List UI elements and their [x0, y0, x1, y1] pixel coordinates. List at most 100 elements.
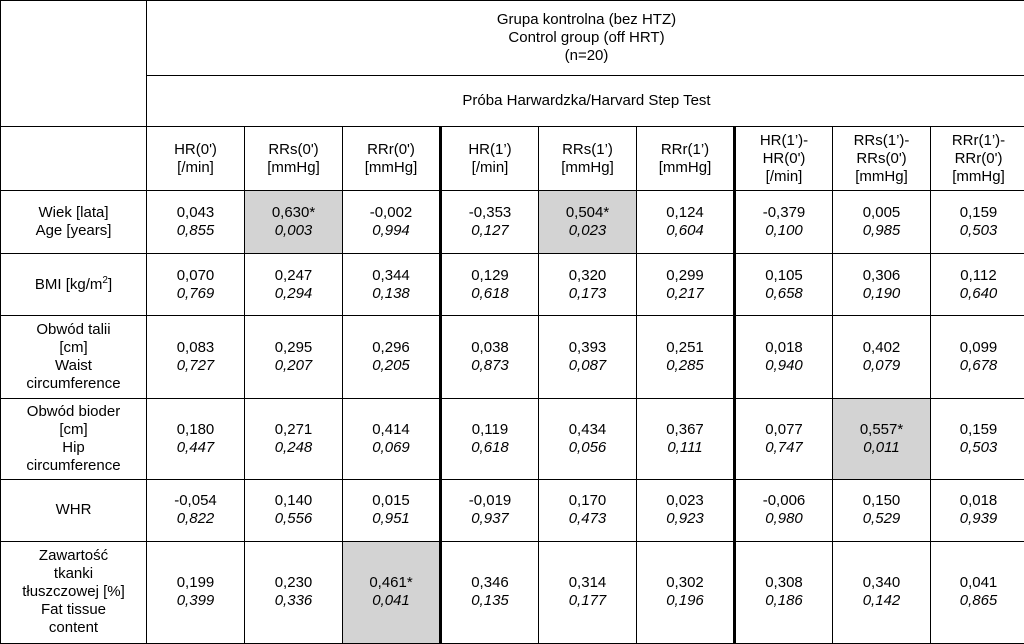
- column-header-line: [mmHg]: [267, 158, 320, 176]
- correlation-value: 0,393: [568, 339, 607, 357]
- value-cell: -0,019 0,937: [439, 478, 539, 542]
- value-cell: 0,129 0,618: [439, 253, 539, 317]
- correlation-value: 0,129: [471, 266, 509, 284]
- value-cell: 0,083 0,727: [146, 315, 245, 399]
- value-cell: 0,630* 0,003: [244, 190, 343, 255]
- column-header-line: [mmHg]: [658, 158, 712, 176]
- column-header: RRs(0') [mmHg]: [244, 126, 343, 192]
- row-label: Wiek [lata] Age [years]: [0, 190, 147, 255]
- table-row: BMI [kg/m2] 0,070 0,769 0,247 0,294 0,344 0,13…: [0, 253, 1024, 317]
- p-value: 0,556: [274, 510, 313, 528]
- value-cell: 0,038 0,873: [439, 315, 539, 399]
- row-label-line: Obwód bioder: [3, 403, 144, 421]
- row-label-line: content: [3, 619, 144, 637]
- value-cell: 0,015 0,951: [342, 478, 441, 542]
- correlation-value: 0,124: [666, 204, 704, 222]
- column-header: RRs(1’) [mmHg]: [538, 126, 637, 192]
- column-header: RRs(1’)- RRs(0') [mmHg]: [832, 126, 931, 192]
- p-value: 0,100: [765, 222, 803, 240]
- p-value: 0,529: [862, 510, 901, 528]
- p-value: 0,217: [666, 284, 704, 302]
- correlation-value: 0,557*: [859, 420, 904, 438]
- value-cell: 0,105 0,658: [733, 253, 833, 317]
- value-cell: 0,295 0,207: [244, 315, 343, 399]
- p-value: 0,248: [274, 438, 313, 456]
- row-label-suffix: ]: [107, 275, 113, 293]
- value-cell: -0,379 0,100: [733, 190, 833, 255]
- p-value: 0,186: [765, 592, 803, 610]
- p-value: 0,011: [863, 438, 900, 456]
- value-cell: 0,119 0,618: [439, 397, 539, 480]
- p-value: 0,769: [176, 284, 215, 302]
- p-value: 0,196: [666, 592, 704, 610]
- correlation-value: 0,083: [176, 339, 215, 357]
- correlation-value: 0,271: [274, 420, 313, 438]
- column-header-line: [mmHg]: [855, 167, 908, 185]
- value-cell: 0,434 0,056: [538, 397, 637, 480]
- p-value: 0,678: [959, 357, 998, 375]
- p-value: 0,923: [666, 510, 704, 528]
- p-value: 0,951: [372, 510, 410, 528]
- table-row: WHR -0,054 0,822 0,140 0,556 0,015 0,951 -0,019…: [0, 478, 1024, 542]
- p-value: 0,747: [765, 438, 803, 456]
- row-label-line: Obwód talii: [3, 321, 144, 339]
- value-cell: 0,159 0,503: [929, 397, 1024, 480]
- p-value: 0,003: [274, 222, 313, 240]
- correlation-value: 0,099: [959, 339, 998, 357]
- correlation-value: 0,112: [960, 266, 997, 284]
- correlation-value: 0,308: [765, 574, 803, 592]
- table-row: Zawartość tkanki tłuszczowej [%] Fat tissue…: [0, 540, 1024, 644]
- row-label-line: [cm]: [3, 339, 144, 357]
- row-label-line: Hip: [3, 439, 144, 457]
- column-header-line: [mmHg]: [952, 167, 1005, 185]
- row-label-line: Fat tissue: [3, 601, 144, 619]
- p-value: 0,069: [372, 438, 410, 456]
- correlation-value: 0,170: [568, 492, 607, 510]
- correlation-value: 0,295: [274, 339, 313, 357]
- value-cell: 0,180 0,447: [146, 397, 245, 480]
- row-label-text: [cm]: [59, 339, 88, 357]
- value-cell: 0,340 0,142: [832, 540, 931, 644]
- p-value: 0,727: [176, 357, 215, 375]
- row-label-text: tkanki: [53, 565, 94, 583]
- row-label-line: WHR: [3, 501, 144, 519]
- p-value: 0,336: [274, 592, 313, 610]
- column-header-line: RRs(1’): [562, 140, 613, 158]
- correlation-value: 0,018: [959, 492, 998, 510]
- correlation-value: 0,302: [666, 574, 704, 592]
- value-cell: 0,199 0,399: [146, 540, 245, 644]
- value-cell: 0,070 0,769: [146, 253, 245, 317]
- correlation-value: 0,005: [862, 204, 901, 222]
- test-header: Próba Harwardzka/Harvard Step Test: [145, 75, 1024, 128]
- column-header: RRr(1’) [mmHg]: [636, 126, 735, 192]
- row-label-line: Zawartość: [3, 547, 144, 565]
- p-value: 0,503: [959, 222, 998, 240]
- value-cell: 0,170 0,473: [538, 478, 637, 542]
- row-label-text: BMI [kg/m: [34, 275, 103, 293]
- value-cell: 0,112 0,640: [929, 253, 1024, 317]
- correlation-value: -0,006: [762, 492, 806, 510]
- correlation-value: 0,018: [765, 339, 803, 357]
- row-label-text: Waist: [55, 357, 92, 375]
- correlation-value: 0,340: [862, 574, 901, 592]
- correlation-value: -0,054: [174, 492, 217, 510]
- correlation-value: 0,159: [959, 420, 998, 438]
- value-cell: 0,367 0,111: [636, 397, 735, 480]
- row-label-line: BMI [kg/m2]: [3, 275, 144, 294]
- p-value: 0,618: [471, 284, 509, 302]
- column-header-line: RRr(1’): [660, 140, 710, 158]
- value-cell: 0,005 0,985: [832, 190, 931, 255]
- p-value: 0,399: [176, 592, 215, 610]
- p-value: 0,205: [372, 357, 410, 375]
- value-cell: 0,557* 0,011: [832, 397, 931, 480]
- p-value: 0,939: [959, 510, 998, 528]
- row-label-line: Waist: [3, 357, 144, 375]
- value-cell: 0,461* 0,041: [342, 540, 441, 644]
- value-cell: 0,043 0,855: [146, 190, 245, 255]
- value-cell: 0,314 0,177: [538, 540, 637, 644]
- correlation-value: 0,346: [471, 574, 509, 592]
- correlation-value: -0,379: [762, 204, 806, 222]
- value-cell: 0,344 0,138: [342, 253, 441, 317]
- value-cell: 0,041 0,865: [929, 540, 1024, 644]
- row-label-text: Fat tissue: [40, 601, 107, 619]
